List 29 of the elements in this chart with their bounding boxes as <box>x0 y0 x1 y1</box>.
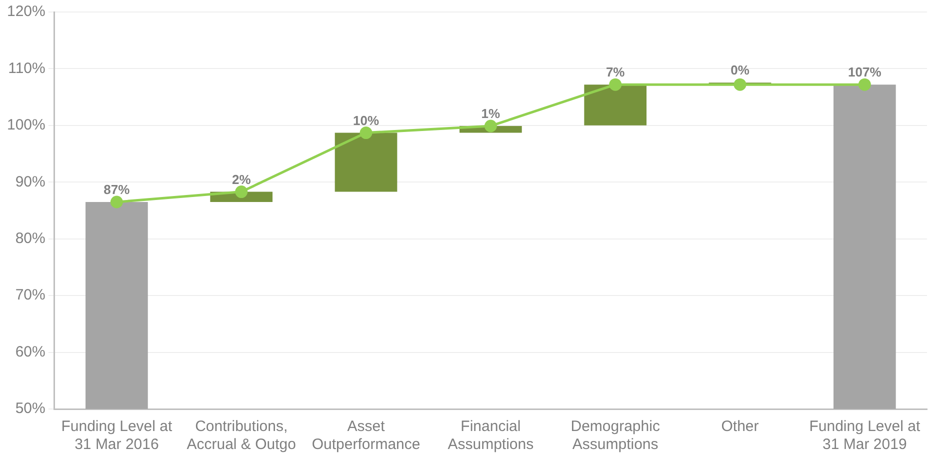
y-tick-label: 50% <box>15 400 46 418</box>
y-tick-label: 60% <box>15 343 46 360</box>
x-tick-label: Asset Outperformance <box>312 418 420 454</box>
data-label: 107% <box>848 64 882 80</box>
y-tick-label: 110% <box>8 60 46 77</box>
data-label: 1% <box>481 106 501 122</box>
y-tick-label: 120% <box>6 3 46 20</box>
point <box>235 186 248 198</box>
data-label: 7% <box>606 64 626 80</box>
point <box>484 120 497 132</box>
y-tick-label: 70% <box>15 286 46 304</box>
data-label: 10% <box>353 112 380 128</box>
point <box>734 78 746 91</box>
data-label: 2% <box>232 172 252 187</box>
y-tick-label: 80% <box>15 230 46 247</box>
data-label: 87% <box>104 182 130 198</box>
x-tick-label: Funding Level at 31 Mar 2016 <box>61 418 173 454</box>
point <box>858 78 871 91</box>
point <box>110 196 123 208</box>
data-label: 0% <box>730 62 750 78</box>
y-tick-label: 100% <box>6 116 46 134</box>
x-tick-label: Financial Assumptions <box>448 418 534 454</box>
point <box>609 78 622 91</box>
x-tick-label: Contributions, Accrual & Outgo <box>186 418 296 454</box>
x-tick-label: Other <box>721 418 759 436</box>
x-tick-label: Funding Level at 31 Mar 2019 <box>809 418 921 454</box>
y-tick-label: 90% <box>15 173 46 190</box>
point <box>360 126 372 140</box>
x-tick-label: Demographic Assumptions <box>570 418 660 454</box>
